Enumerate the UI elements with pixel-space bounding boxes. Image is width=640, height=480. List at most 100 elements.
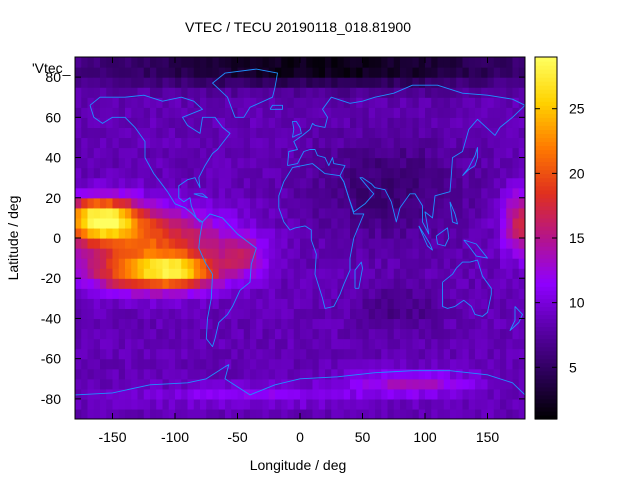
heatmap-cell: [231, 358, 239, 370]
heatmap-cell: [387, 408, 395, 419]
heatmap-cell: [412, 308, 420, 320]
heatmap-cell: [456, 77, 464, 88]
heatmap-cell: [462, 258, 470, 269]
heatmap-cell: [150, 398, 157, 410]
heatmap-cell: [112, 398, 120, 410]
heatmap-cell: [250, 137, 257, 149]
heatmap-cell: [512, 328, 520, 340]
heatmap-cell: [337, 408, 345, 419]
heatmap-cell: [162, 217, 170, 229]
heatmap-cell: [331, 298, 339, 309]
heatmap-cell: [112, 238, 120, 249]
heatmap-cell: [243, 268, 251, 279]
heatmap-cell: [381, 248, 389, 259]
heatmap-cell: [81, 318, 89, 330]
heatmap-cell: [300, 127, 307, 139]
heatmap-cell: [356, 137, 364, 149]
heatmap-cell: [462, 268, 470, 279]
heatmap-cell: [181, 358, 189, 370]
heatmap-cell: [325, 97, 332, 108]
heatmap-cell: [431, 238, 439, 249]
heatmap-cell: [450, 358, 457, 370]
heatmap-cell: [181, 308, 189, 320]
heatmap-cell: [487, 388, 495, 400]
heatmap-cell: [437, 187, 445, 199]
heatmap-cell: [112, 137, 120, 149]
heatmap-cell: [450, 298, 457, 309]
heatmap-cell: [375, 207, 382, 219]
chart-title: VTEC / TECU 20190118_018.81900: [185, 19, 411, 35]
heatmap-cell: [437, 368, 445, 380]
heatmap-cell: [462, 318, 470, 330]
heatmap-cell: [387, 258, 395, 269]
heatmap-cell: [368, 207, 376, 219]
heatmap-cell: [387, 167, 395, 179]
heatmap-cell: [318, 57, 326, 68]
heatmap-cell: [443, 57, 451, 68]
heatmap-cell: [462, 137, 470, 149]
heatmap-cell: [131, 278, 139, 289]
heatmap-cell: [493, 358, 501, 370]
heatmap-cell: [450, 187, 457, 199]
heatmap-cell: [312, 207, 320, 219]
heatmap-cell: [118, 278, 126, 289]
heatmap-cell: [81, 97, 89, 108]
heatmap-cell: [181, 258, 189, 269]
heatmap-cell: [506, 87, 514, 98]
heatmap-cell: [168, 87, 176, 98]
heatmap-cell: [87, 308, 95, 320]
heatmap-cell: [262, 298, 270, 309]
heatmap-cell: [500, 127, 507, 139]
heatmap-cell: [81, 268, 89, 279]
heatmap-cell: [362, 268, 370, 279]
heatmap-cell: [200, 378, 207, 390]
heatmap-cell: [312, 338, 320, 350]
heatmap-cell: [368, 77, 376, 88]
heatmap-cell: [75, 298, 82, 309]
heatmap-cell: [468, 207, 476, 219]
heatmap-cell: [443, 358, 451, 370]
heatmap-cell: [250, 117, 257, 128]
colorbar-swatch: [535, 85, 557, 90]
heatmap-cell: [506, 197, 514, 209]
heatmap-cell: [193, 127, 201, 139]
heatmap-cell: [243, 147, 251, 159]
heatmap-cell: [81, 368, 89, 380]
heatmap-cell: [443, 278, 451, 289]
heatmap-cell: [93, 87, 101, 98]
heatmap-cell: [100, 338, 107, 350]
heatmap-cell: [293, 368, 301, 380]
heatmap-cell: [462, 177, 470, 189]
heatmap-cell: [350, 248, 357, 259]
heatmap-cell: [306, 398, 314, 410]
heatmap-cell: [493, 328, 501, 340]
heatmap-cell: [156, 207, 164, 219]
heatmap-cell: [325, 77, 332, 88]
heatmap-cell: [275, 167, 282, 179]
heatmap-cell: [212, 358, 220, 370]
heatmap-cell: [193, 157, 201, 169]
heatmap-cell: [350, 177, 357, 189]
heatmap-cell: [350, 227, 357, 239]
heatmap-cell: [431, 378, 439, 390]
heatmap-cell: [156, 368, 164, 380]
heatmap-cell: [393, 348, 401, 360]
heatmap-cell: [456, 177, 464, 189]
heatmap-cell: [387, 338, 395, 350]
heatmap-cell: [393, 107, 401, 118]
heatmap-cell: [493, 57, 501, 68]
heatmap-cell: [168, 167, 176, 179]
heatmap-cell: [456, 227, 464, 239]
heatmap-cell: [306, 207, 314, 219]
heatmap-cell: [512, 408, 520, 419]
heatmap-cell: [418, 328, 426, 340]
heatmap-cell: [450, 398, 457, 410]
colorbar-swatch: [535, 354, 557, 360]
heatmap-cell: [318, 308, 326, 320]
heatmap-cell: [337, 117, 345, 128]
heatmap-cell: [437, 398, 445, 410]
heatmap-cell: [375, 137, 382, 149]
heatmap-cell: [281, 238, 289, 249]
heatmap-cell: [412, 278, 420, 289]
